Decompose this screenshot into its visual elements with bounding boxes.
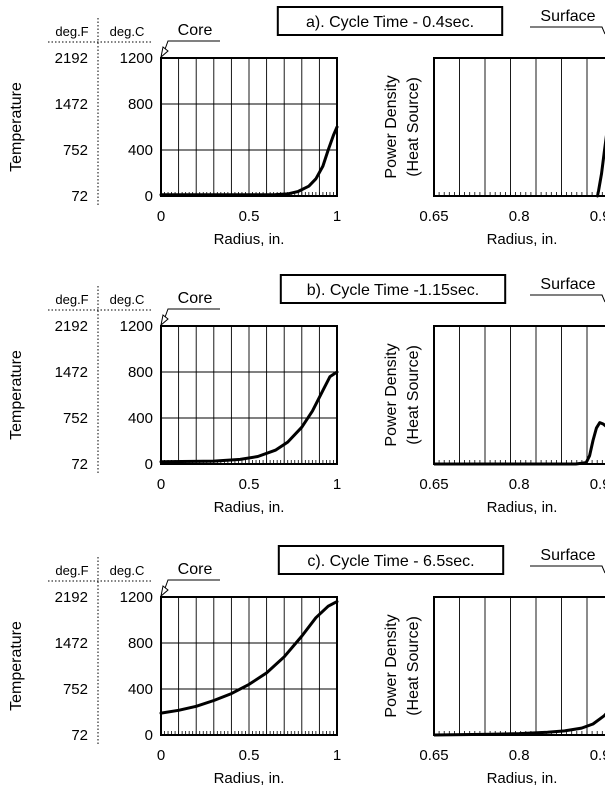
- ytick-f-label: 752: [63, 681, 88, 698]
- right-xtick-label: 0.8: [509, 208, 530, 225]
- ytick-c-label: 1200: [120, 50, 153, 67]
- panel-title: c). Cycle Time - 6.5sec.: [307, 553, 474, 570]
- ytick-f-label: 2192: [55, 589, 88, 606]
- ytick-c-label: 0: [145, 188, 153, 205]
- core-label: Core: [178, 561, 213, 578]
- left-xtick-label: 1: [333, 208, 341, 225]
- temperature-curve: [159, 600, 339, 715]
- right-xtick-label: 0.95: [590, 476, 605, 493]
- heat-source-ylabel: (Heat Source): [405, 616, 422, 716]
- right-xlabel: Radius, in.: [487, 231, 558, 248]
- left-xtick-label: 1: [333, 747, 341, 764]
- panel-title: b). Cycle Time -1.15sec.: [307, 282, 480, 299]
- left-xtick-label: 1: [333, 476, 341, 493]
- ytick-c-label: 800: [128, 635, 153, 652]
- power-density-ylabel: Power Density: [383, 75, 400, 178]
- right-xlabel: Radius, in.: [487, 770, 558, 787]
- panel-c: 0 72 400 752 800 1472 1200 2192 0 0.5 1 Radius, in.…: [8, 545, 605, 787]
- unit-f-label: deg.F: [55, 24, 88, 39]
- panel-a: 0 72 400 752 800 1472 1200 2192 0 0.5 1 Radius, in.…: [8, 6, 605, 248]
- ytick-c-label: 1200: [120, 318, 153, 335]
- left-xlabel: Radius, in.: [214, 770, 285, 787]
- core-arrow: [160, 314, 169, 327]
- ytick-c-label: 800: [128, 364, 153, 381]
- right-xlabel: Radius, in.: [487, 499, 558, 516]
- left-xtick-label: 0: [157, 208, 165, 225]
- ytick-f-label: 72: [71, 188, 88, 205]
- ytick-c-label: 400: [128, 410, 153, 427]
- core-bracket: [163, 308, 220, 321]
- surface-label: Surface: [540, 276, 595, 293]
- core-arrow: [160, 46, 169, 59]
- left-xtick-label: 0.5: [239, 747, 260, 764]
- power-density-curve: [434, 712, 605, 737]
- temperature-ylabel: Temperature: [8, 350, 25, 440]
- unit-f-label: deg.F: [55, 563, 88, 578]
- panel-b: 0 72 400 752 800 1472 1200 2192 0 0.5 1 Radius, in.…: [8, 274, 605, 516]
- core-label: Core: [178, 290, 213, 307]
- left-xtick-label: 0: [157, 747, 165, 764]
- surface-label: Surface: [540, 547, 595, 564]
- ytick-f-label: 2192: [55, 318, 88, 335]
- right-xtick-label: 0.8: [509, 747, 530, 764]
- right-xtick-label: 0.95: [590, 747, 605, 764]
- ytick-f-label: 1472: [55, 96, 88, 113]
- panel-title: a). Cycle Time - 0.4sec.: [306, 14, 474, 31]
- ytick-f-label: 2192: [55, 50, 88, 67]
- left-xlabel: Radius, in.: [214, 231, 285, 248]
- ytick-f-label: 752: [63, 142, 88, 159]
- unit-c-label: deg.C: [110, 292, 145, 307]
- ytick-c-label: 0: [145, 456, 153, 473]
- ytick-f-label: 72: [71, 456, 88, 473]
- unit-f-label: deg.F: [55, 292, 88, 307]
- right-xtick-label: 0.8: [509, 476, 530, 493]
- ytick-c-label: 0: [145, 727, 153, 744]
- ytick-f-label: 752: [63, 410, 88, 427]
- right-xtick-label: 0.65: [419, 747, 448, 764]
- ytick-c-label: 1200: [120, 589, 153, 606]
- temperature-curve: [159, 370, 339, 464]
- ytick-c-label: 400: [128, 142, 153, 159]
- title-box: [279, 274, 507, 304]
- right-xtick-label: 0.65: [419, 476, 448, 493]
- core-bracket: [163, 579, 220, 592]
- ytick-f-label: 72: [71, 727, 88, 744]
- power-density-ylabel: Power Density: [383, 614, 400, 717]
- power-density-curve: [434, 421, 605, 466]
- unit-c-label: deg.C: [110, 563, 145, 578]
- left-xlabel: Radius, in.: [214, 499, 285, 516]
- power-density-curve: [596, 135, 605, 198]
- temperature-ylabel: Temperature: [8, 621, 25, 711]
- ytick-c-label: 800: [128, 96, 153, 113]
- right-xtick-label: 0.65: [419, 208, 448, 225]
- temperature-curve: [159, 125, 339, 197]
- heat-source-ylabel: (Heat Source): [405, 345, 422, 445]
- unit-c-label: deg.C: [110, 24, 145, 39]
- surface-bracket: [530, 565, 605, 574]
- left-xtick-label: 0.5: [239, 208, 260, 225]
- ytick-f-label: 1472: [55, 364, 88, 381]
- core-label: Core: [178, 22, 213, 39]
- core-bracket: [163, 40, 220, 53]
- surface-bracket: [530, 26, 605, 35]
- title-box: [276, 6, 504, 36]
- power-density-ylabel: Power Density: [383, 343, 400, 446]
- surface-bracket: [530, 294, 605, 303]
- ytick-f-label: 1472: [55, 635, 88, 652]
- left-xtick-label: 0: [157, 476, 165, 493]
- right-xtick-label: 0.95: [590, 208, 605, 225]
- right-plot-frame: [433, 596, 605, 736]
- ytick-c-label: 400: [128, 681, 153, 698]
- surface-label: Surface: [540, 8, 595, 25]
- left-xtick-label: 0.5: [239, 476, 260, 493]
- right-plot-frame: [433, 57, 605, 197]
- core-arrow: [160, 585, 169, 598]
- title-box: [277, 545, 505, 575]
- temperature-ylabel: Temperature: [8, 82, 25, 172]
- heat-source-ylabel: (Heat Source): [405, 77, 422, 177]
